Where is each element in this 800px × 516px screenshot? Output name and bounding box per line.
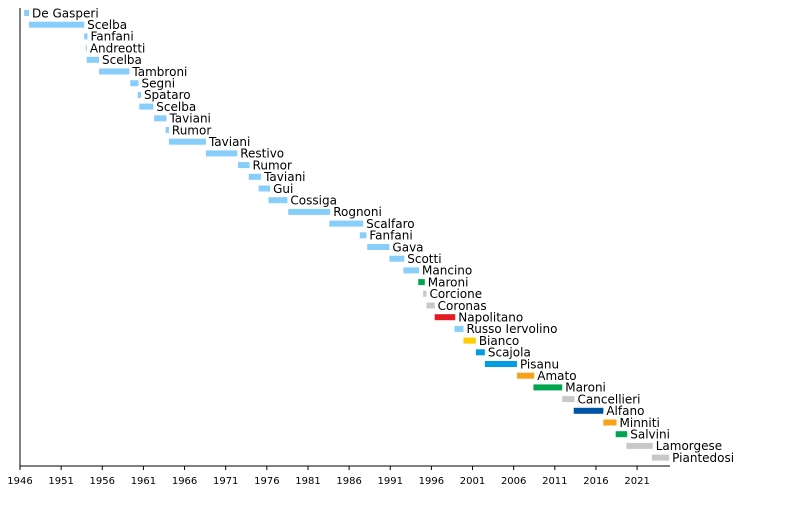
term-bar-label: Scotti	[407, 252, 441, 266]
term-bar	[434, 314, 456, 321]
term-bar	[615, 431, 628, 438]
term-bar-label: Taviani	[208, 135, 250, 149]
term-bar-label: Andreotti	[90, 41, 146, 55]
x-tick-label: 1966	[172, 476, 197, 487]
term-bar-label: Mancino	[422, 264, 472, 278]
term-bar	[403, 267, 420, 274]
term-bar	[130, 80, 139, 87]
term-bar-label: Napolitano	[458, 311, 523, 325]
term-bar-label: Taviani	[168, 112, 210, 126]
x-tick-label: 2021	[624, 476, 649, 487]
term-bar-label: Scelba	[156, 100, 196, 114]
term-bar-label: Fanfani	[369, 229, 412, 243]
term-bar-label: Amato	[537, 369, 576, 383]
x-tick-label: 1971	[213, 476, 238, 487]
term-bar	[423, 290, 427, 297]
term-bar	[137, 91, 141, 98]
term-bar	[288, 208, 331, 215]
term-bar	[626, 442, 653, 449]
term-bar	[516, 372, 535, 379]
term-bar	[329, 220, 364, 227]
x-tick-label: 2011	[542, 476, 567, 487]
bars-layer	[24, 10, 670, 461]
term-bar	[258, 185, 271, 192]
term-bar-label: Tambroni	[131, 65, 187, 79]
term-bar-label: Maroni	[428, 275, 469, 289]
term-bar	[359, 232, 367, 239]
term-bar-label: Maroni	[565, 381, 606, 395]
term-bar	[139, 103, 154, 110]
term-bar	[154, 115, 167, 122]
term-bar-label: Salvini	[630, 428, 670, 442]
term-bar-label: Fanfani	[90, 30, 133, 44]
term-bar-label: Piantedosi	[672, 451, 734, 465]
term-bar-label: Minniti	[620, 416, 660, 430]
term-bar	[238, 162, 250, 169]
term-bar-label: Restivo	[240, 147, 284, 161]
term-bar	[84, 33, 88, 40]
x-tick-label: 2006	[501, 476, 526, 487]
bar-labels-layer: De GasperiScelbaFanfaniAndreottiScelbaTa…	[32, 6, 734, 465]
term-bar	[168, 138, 206, 145]
term-bar-label: Alfano	[606, 404, 644, 418]
term-bar	[426, 302, 435, 309]
x-tick-label: 1981	[295, 476, 320, 487]
term-bar-label: Rognoni	[333, 205, 382, 219]
term-bar	[24, 10, 30, 16]
term-bar-label: Rumor	[172, 123, 211, 137]
term-bar	[165, 127, 169, 133]
x-tick-label: 1961	[131, 476, 156, 487]
term-bar	[454, 325, 464, 332]
term-bar-label: Pisanu	[520, 357, 559, 371]
term-bar-label: Corcione	[429, 287, 482, 301]
x-tick-label: 1946	[7, 476, 32, 487]
term-bar	[389, 255, 405, 262]
term-bar	[29, 21, 85, 28]
term-bar-label: Scelba	[102, 53, 142, 67]
term-bar	[86, 56, 99, 63]
term-bar-label: Coronas	[438, 299, 487, 313]
x-tick-label: 1951	[48, 476, 73, 487]
x-tick-label: 1956	[90, 476, 115, 487]
term-bar	[484, 361, 517, 367]
x-tick-label: 1976	[254, 476, 279, 487]
x-tick-label: 1991	[378, 476, 403, 487]
term-bar	[248, 173, 262, 180]
x-tick-label: 2016	[583, 476, 608, 487]
term-bar-label: Scelba	[87, 18, 127, 32]
term-bar	[367, 244, 390, 250]
x-tick-label: 2001	[460, 476, 485, 487]
term-bar	[651, 454, 670, 461]
term-bar	[533, 384, 563, 391]
term-bar	[98, 68, 130, 75]
x-tick-label: 1996	[419, 476, 444, 487]
term-bar-label: Bianco	[479, 334, 519, 348]
term-bar-label: Gava	[392, 240, 423, 254]
term-bar	[85, 45, 87, 52]
term-bar	[603, 419, 617, 426]
term-bar-label: Cossiga	[290, 194, 337, 208]
term-bar	[475, 349, 485, 356]
term-bar-label: Rumor	[253, 158, 292, 172]
x-axis-ticks: 1946 1951 1956 1961 1966 1971 1976 1981 1986 1991…	[7, 466, 650, 487]
term-bar-label: Taviani	[263, 170, 305, 184]
term-bar	[205, 150, 238, 157]
term-bar	[418, 279, 425, 286]
term-bar-label: Scajola	[488, 346, 531, 360]
term-bar-label: Scalfaro	[366, 217, 415, 231]
term-bar-label: Russo Iervolino	[466, 322, 557, 336]
term-bar-label: Cancellieri	[578, 392, 641, 406]
term-bar	[463, 337, 476, 344]
term-bar-label: Spataro	[144, 88, 191, 102]
term-bar-label: De Gasperi	[32, 6, 99, 20]
term-bar-label: Gui	[273, 182, 293, 196]
term-bar	[268, 197, 288, 204]
term-bar-label: Lamorgese	[656, 439, 722, 453]
x-tick-label: 1986	[336, 476, 361, 487]
term-bar-label: Segni	[141, 77, 175, 91]
term-bar	[562, 396, 575, 403]
term-bar	[573, 407, 604, 414]
